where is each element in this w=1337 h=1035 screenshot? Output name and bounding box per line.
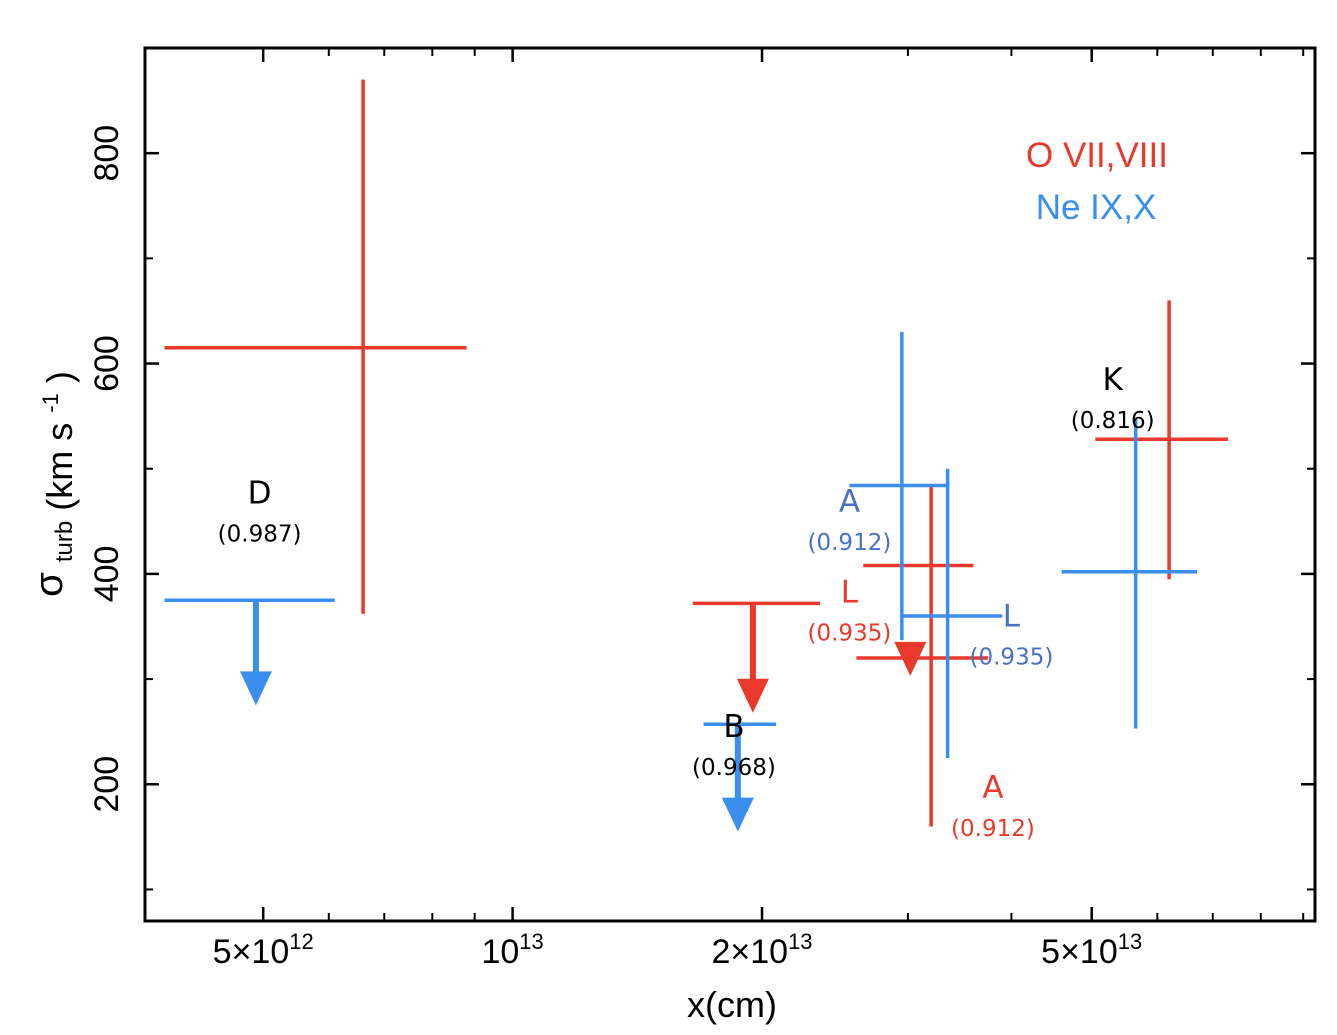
annotation-label: A <box>982 770 1003 806</box>
annotation-K: K (0.816) <box>1071 362 1155 434</box>
y-tick-label: 800 <box>88 125 126 182</box>
annotation-value: (0.935) <box>970 644 1054 670</box>
y-axis-title: σ turb (km s -1 ) <box>25 371 80 597</box>
data-point-K <box>1061 418 1198 729</box>
annotation-label: K <box>1103 362 1124 398</box>
y-tick-label: 200 <box>88 756 126 813</box>
annotation-label: B <box>723 709 744 745</box>
x-tick-label: 2×1013 <box>711 929 812 971</box>
annotation-B: B (0.968) <box>692 709 776 781</box>
y-axis-subscript: turb <box>51 521 78 562</box>
upper-limit-arrow-head <box>239 671 272 706</box>
annotation-value: (0.935) <box>808 620 892 646</box>
annotation-value: (0.987) <box>218 521 302 547</box>
axis-ticks: 5×1012 1013 2×1013 5×1013 200 400 600 800 <box>88 48 1315 971</box>
annotation-L-ox: L (0.935) <box>808 574 892 646</box>
annotation-A-ne: A (0.912) <box>808 484 892 556</box>
legend-entry-neon: Ne IX,X <box>1036 188 1157 227</box>
annotation-label: L <box>841 574 859 610</box>
data-point-B <box>703 722 777 832</box>
annotation-D: D (0.987) <box>218 475 302 547</box>
data-point-D <box>164 598 335 706</box>
annotation-label: D <box>248 475 272 511</box>
annotation-value: (0.968) <box>692 755 776 781</box>
annotation-value: (0.912) <box>951 816 1035 842</box>
data-point-K <box>1095 300 1228 580</box>
x-tick-label: 1013 <box>481 929 543 971</box>
y-tick-label: 600 <box>88 335 126 392</box>
data-point-A <box>849 331 948 641</box>
svg-text:σ turb (km: σ turb (km s -1 ) <box>25 371 80 597</box>
upper-limit-arrow-head <box>736 678 769 713</box>
legend: O VII,VIII Ne IX,X <box>1026 136 1168 227</box>
annotation-L-ne: L (0.935) <box>970 598 1054 670</box>
y-axis-units: (km s <box>39 423 80 511</box>
data-point-D <box>164 79 467 614</box>
annotation-label: L <box>1003 598 1021 634</box>
y-axis-units-close: ) <box>39 371 80 383</box>
annotation-A-ox: A (0.912) <box>951 770 1035 842</box>
legend-entry-oxygen: O VII,VIII <box>1026 136 1168 175</box>
x-tick-label: 5×1012 <box>213 929 314 971</box>
x-axis-title: x(cm) <box>687 984 777 1025</box>
upper-limit-arrow-head <box>721 797 754 832</box>
data-point-A <box>856 641 989 676</box>
plot-frame <box>143 46 1317 923</box>
upper-limit-arrow-head <box>894 641 927 676</box>
annotation-value: (0.912) <box>808 530 892 556</box>
data-point-L <box>901 468 1003 758</box>
annotation-label: A <box>839 484 860 520</box>
x-tick-label: 5×1013 <box>1041 929 1142 971</box>
series-o-vii-viii <box>164 79 1228 827</box>
y-axis-symbol: σ <box>27 572 71 597</box>
data-point-B <box>692 601 821 713</box>
y-axis-units-exponent: -1 <box>38 393 63 413</box>
y-tick-label: 400 <box>88 546 126 603</box>
point-annotations: D (0.987) B (0.968) K (0.816) A (0.912) L (0.935)… <box>218 362 1155 842</box>
series-ne-ix-x <box>164 331 1198 832</box>
annotation-value: (0.816) <box>1071 408 1155 434</box>
data-series <box>164 79 1228 832</box>
